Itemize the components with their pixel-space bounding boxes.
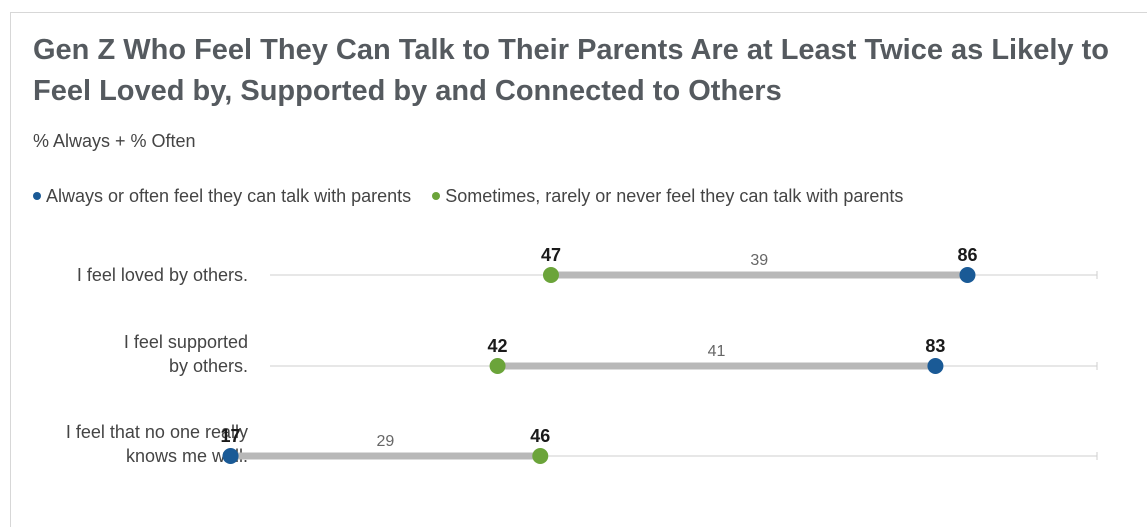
chart-frame: [10, 12, 1147, 527]
chart-legend: Always or often feel they can talk with …: [33, 184, 919, 207]
category-label: I feel supported: [124, 332, 248, 352]
category-label: by others.: [169, 356, 248, 376]
chart-subtitle: % Always + % Often: [33, 131, 196, 151]
value-label-always-often: 86: [957, 245, 977, 265]
value-label-sometimes-rarely-never: 46: [530, 426, 550, 446]
point-always-often: [959, 267, 976, 283]
category-label: knows me well.: [126, 446, 248, 466]
point-always-often: [222, 448, 239, 464]
legend-item-always-often: Always or often feel they can talk with …: [33, 186, 411, 207]
gap-label: 29: [377, 433, 395, 450]
value-label-always-often: 17: [221, 426, 241, 446]
legend-item-sometimes-rarely-never: Sometimes, rarely or never feel they can…: [432, 186, 903, 207]
gap-label: 41: [708, 343, 726, 360]
point-sometimes-rarely-never: [532, 448, 549, 464]
category-label: I feel that no one really: [66, 422, 248, 442]
value-label-sometimes-rarely-never: 42: [488, 336, 508, 356]
legend-dot-icon-blue: [33, 192, 41, 200]
point-sometimes-rarely-never: [542, 267, 559, 283]
value-label-sometimes-rarely-never: 47: [541, 245, 561, 265]
category-label: I feel loved by others.: [77, 265, 248, 285]
point-sometimes-rarely-never: [489, 358, 506, 374]
gap-label: 39: [750, 252, 768, 269]
chart-title: Gen Z Who Feel They Can Talk to Their Pa…: [33, 34, 1109, 107]
legend-label-always-often: Always or often feel they can talk with …: [46, 185, 412, 206]
value-label-always-often: 83: [925, 336, 945, 356]
point-always-often: [927, 358, 944, 374]
legend-label-sometimes-rarely-never: Sometimes, rarely or never feel they can…: [445, 185, 904, 206]
legend-dot-icon-green: [432, 192, 441, 200]
